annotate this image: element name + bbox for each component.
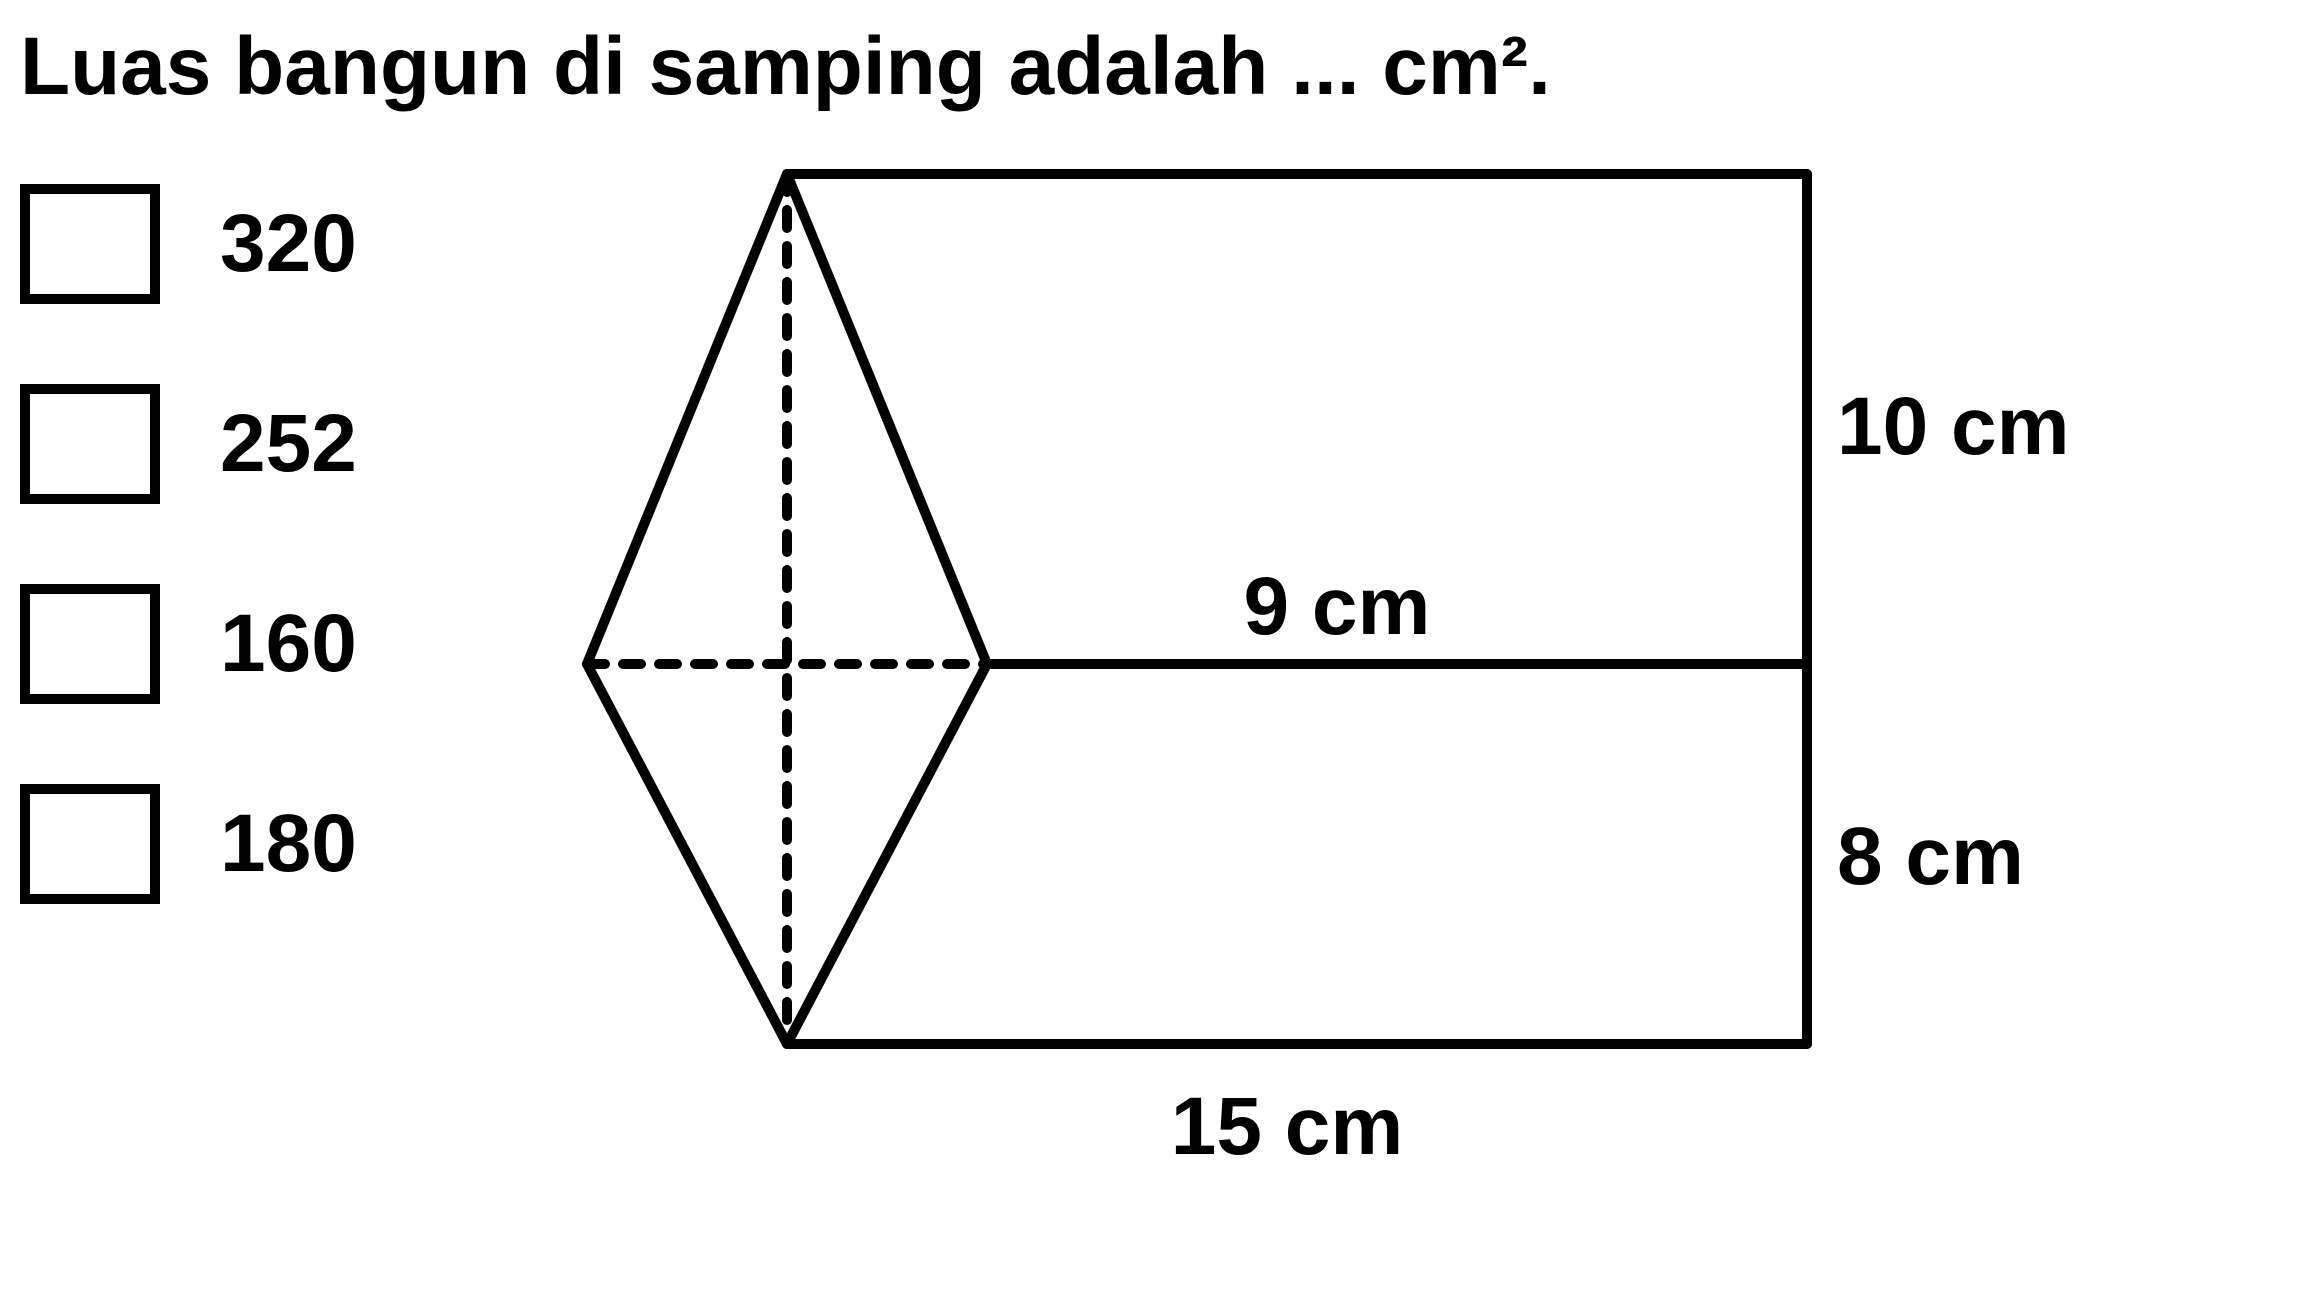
svg-text:15 cm: 15 cm [1171, 1081, 1404, 1172]
option-checkbox[interactable] [20, 784, 160, 904]
geometry-diagram: 10 cm 9 cm 8 cm 15 cm [387, 144, 2087, 1199]
diagram-svg: 10 cm 9 cm 8 cm 15 cm [387, 144, 2087, 1194]
option-checkbox[interactable] [20, 584, 160, 704]
options-column: 320 252 160 180 [20, 184, 357, 904]
option-checkbox[interactable] [20, 384, 160, 504]
svg-text:9 cm: 9 cm [1243, 561, 1430, 652]
option-label: 252 [220, 397, 357, 491]
option-row: 180 [20, 784, 357, 904]
option-row: 160 [20, 584, 357, 704]
svg-text:8 cm: 8 cm [1837, 811, 2024, 902]
content-row: 320 252 160 180 10 cm 9 cm 8 cm 15 cm [20, 144, 2290, 1199]
option-row: 320 [20, 184, 357, 304]
option-label: 320 [220, 197, 357, 291]
option-row: 252 [20, 384, 357, 504]
option-label: 180 [220, 797, 357, 891]
option-checkbox[interactable] [20, 184, 160, 304]
option-label: 160 [220, 597, 357, 691]
question-text: Luas bangun di samping adalah ... cm². [20, 20, 2290, 114]
svg-text:10 cm: 10 cm [1837, 381, 2070, 472]
